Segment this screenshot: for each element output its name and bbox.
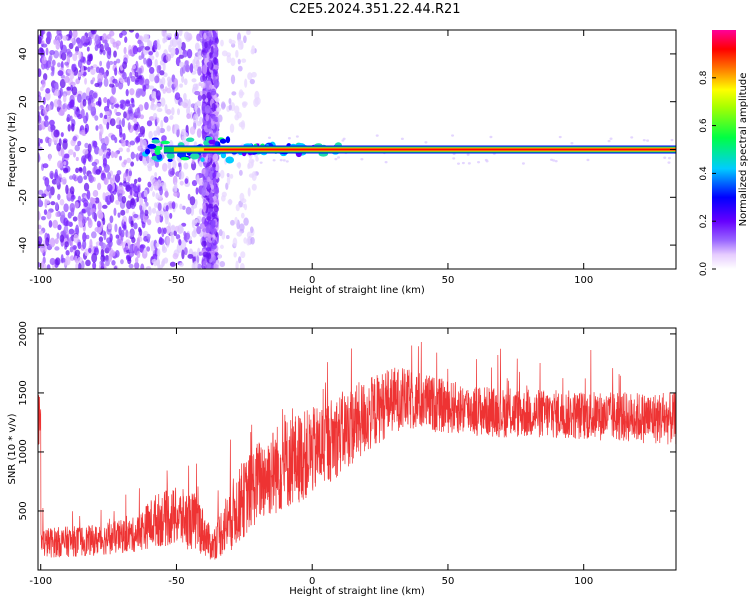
x-tick-label: -50 bbox=[168, 576, 184, 587]
colorbar-tick-label: 0.2 bbox=[699, 214, 709, 228]
x-axis-label: Height of straight line (km) bbox=[289, 285, 425, 296]
y-axis-label: Frequency (Hz) bbox=[7, 112, 18, 188]
snr-series-line bbox=[38, 341, 676, 560]
y-axis-label: SNR (10 * v/v) bbox=[7, 413, 18, 484]
x-tick-label: 50 bbox=[442, 576, 455, 587]
snr-plot bbox=[38, 341, 676, 560]
colorbar-label: Normalized spectral amplitude bbox=[738, 73, 749, 227]
colorbar bbox=[712, 30, 736, 269]
chart-title: C2E5.2024.351.22.44.R21 bbox=[289, 2, 461, 17]
x-tick-label: -100 bbox=[29, 576, 52, 587]
x-tick-label: -50 bbox=[168, 275, 184, 286]
y-tick-label: 2000 bbox=[18, 321, 29, 346]
x-tick-label: 100 bbox=[574, 576, 593, 587]
colorbar-tick-label: 0.6 bbox=[699, 118, 709, 133]
y-tick-label: 20 bbox=[18, 95, 29, 108]
colorbar-tick-label: 0.0 bbox=[699, 262, 709, 277]
y-tick-label: 0 bbox=[18, 146, 29, 152]
y-tick-label: 1500 bbox=[18, 380, 29, 405]
x-axis-label: Height of straight line (km) bbox=[289, 586, 425, 597]
snr-frame bbox=[37, 327, 677, 571]
y-tick-label: -40 bbox=[18, 237, 29, 253]
spectrogram-plot bbox=[38, 30, 676, 269]
x-tick-label: -100 bbox=[29, 275, 52, 286]
noise-region-0 bbox=[38, 30, 147, 269]
x-tick-label: 100 bbox=[574, 275, 593, 286]
y-tick-label: 40 bbox=[18, 48, 29, 61]
x-tick-label: 0 bbox=[309, 576, 315, 587]
x-tick-label: 0 bbox=[309, 275, 315, 286]
colorbar-tick-label: 0.8 bbox=[699, 70, 709, 85]
colorbar-tick-label: 0.4 bbox=[699, 166, 709, 181]
ridge-line bbox=[142, 135, 676, 164]
x-tick-label: 50 bbox=[442, 275, 455, 286]
y-tick-label: 500 bbox=[18, 501, 29, 520]
noise-region-1 bbox=[141, 30, 206, 269]
y-tick-label: 1000 bbox=[18, 439, 29, 464]
y-tick-label: -20 bbox=[18, 189, 29, 205]
